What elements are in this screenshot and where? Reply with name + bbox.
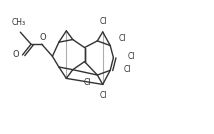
Text: Cl: Cl	[127, 52, 135, 61]
Text: Cl: Cl	[100, 91, 108, 100]
Text: O: O	[40, 33, 46, 42]
Text: Cl: Cl	[100, 17, 108, 26]
Text: O: O	[13, 50, 19, 59]
Text: Cl: Cl	[83, 78, 91, 87]
Text: Cl: Cl	[124, 64, 132, 74]
Text: CH₃: CH₃	[11, 18, 25, 27]
Text: Cl: Cl	[119, 34, 126, 43]
